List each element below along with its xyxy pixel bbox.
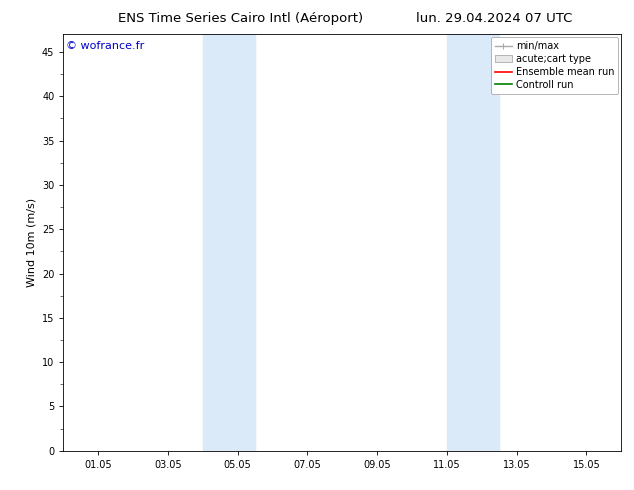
Y-axis label: Wind 10m (m/s): Wind 10m (m/s) <box>27 198 36 287</box>
Bar <box>447 34 500 451</box>
Text: lun. 29.04.2024 07 UTC: lun. 29.04.2024 07 UTC <box>417 12 573 25</box>
Bar <box>203 34 255 451</box>
Text: © wofrance.fr: © wofrance.fr <box>66 41 145 50</box>
Text: ENS Time Series Cairo Intl (Aéroport): ENS Time Series Cairo Intl (Aéroport) <box>119 12 363 25</box>
Legend: min/max, acute;cart type, Ensemble mean run, Controll run: min/max, acute;cart type, Ensemble mean … <box>491 37 618 94</box>
